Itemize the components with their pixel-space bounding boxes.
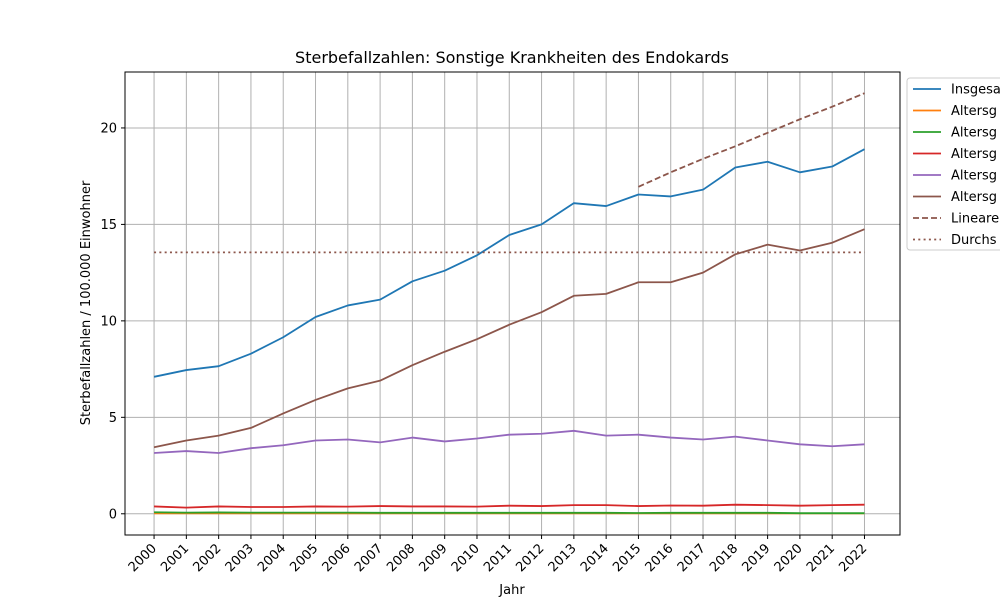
series-lines bbox=[153, 92, 865, 515]
legend-label-5: Altersg bbox=[951, 190, 997, 205]
y-tick-label: 15 bbox=[100, 218, 117, 233]
y-tick-label: 0 bbox=[109, 507, 117, 522]
legend-label-6: Lineare bbox=[951, 212, 999, 227]
legend-label-3: Altersg bbox=[951, 147, 997, 162]
series-line-0 bbox=[153, 148, 865, 378]
legend: Insgesa Altersg Altersg Altersg Altersg Alter… bbox=[906, 77, 1000, 251]
series-line-5 bbox=[153, 228, 865, 449]
legend-label-0: Insgesa bbox=[951, 83, 1000, 98]
legend-label-7: Durchs bbox=[951, 233, 997, 248]
legend-label-4: Altersg bbox=[951, 169, 997, 184]
plot-area-frame bbox=[124, 71, 901, 536]
y-axis-label: Sterbefallzahlen / 100.000 Einwohner bbox=[79, 180, 94, 425]
legend-label-1: Altersg bbox=[951, 104, 997, 119]
legend-box bbox=[906, 77, 1000, 251]
grid bbox=[125, 72, 900, 535]
series-line-6 bbox=[638, 92, 865, 188]
x-axis-label: Jahr bbox=[498, 583, 525, 598]
y-tick-label: 5 bbox=[109, 411, 117, 426]
series-line-4 bbox=[154, 429, 865, 454]
series-line-3 bbox=[154, 503, 865, 509]
legend-label-2: Altersg bbox=[951, 126, 997, 141]
chart-title: Sterbefallzahlen: Sonstige Krankheiten d… bbox=[295, 48, 729, 67]
y-tick-label: 20 bbox=[100, 121, 117, 136]
series-line-2 bbox=[154, 511, 865, 515]
y-tick-label: 10 bbox=[100, 314, 117, 329]
